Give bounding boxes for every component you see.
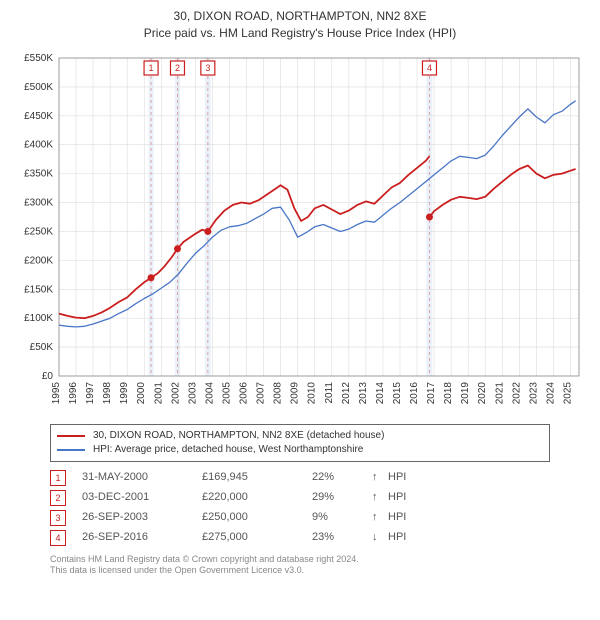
legend-label-subject: 30, DIXON ROAD, NORTHAMPTON, NN2 8XE (de… <box>93 430 384 441</box>
transaction-hpi-label: HPI <box>388 468 428 488</box>
footnote-line2: This data is licensed under the Open Gov… <box>50 565 590 577</box>
svg-text:2014: 2014 <box>375 381 386 404</box>
svg-text:1997: 1997 <box>85 381 96 404</box>
svg-text:2: 2 <box>175 63 180 73</box>
transaction-hpi-label: HPI <box>388 508 428 528</box>
title-line1: 30, DIXON ROAD, NORTHAMPTON, NN2 8XE <box>10 8 590 25</box>
footnote: Contains HM Land Registry data © Crown c… <box>50 554 590 577</box>
svg-text:£100K: £100K <box>24 313 53 324</box>
svg-text:1998: 1998 <box>102 381 113 404</box>
transaction-diff: 23% <box>312 528 372 548</box>
svg-text:£250K: £250K <box>24 226 53 237</box>
svg-text:1995: 1995 <box>51 381 62 404</box>
transaction-row: 4 26-SEP-2016 £275,000 23% ↓ HPI <box>50 528 590 548</box>
svg-text:2010: 2010 <box>307 381 318 404</box>
svg-text:£200K: £200K <box>24 255 53 266</box>
svg-text:4: 4 <box>427 63 432 73</box>
legend-swatch-subject <box>57 435 85 437</box>
transaction-row: 1 31-MAY-2000 £169,945 22% ↑ HPI <box>50 468 590 488</box>
svg-text:2020: 2020 <box>477 381 488 404</box>
chart: £0 £50K £100K £150K £200K £250K £300K £350K £400… <box>15 48 585 418</box>
svg-text:2001: 2001 <box>153 381 164 404</box>
svg-text:1999: 1999 <box>119 381 130 404</box>
legend-swatch-hpi <box>57 449 85 451</box>
svg-text:2022: 2022 <box>511 381 522 404</box>
svg-text:2018: 2018 <box>443 381 454 404</box>
svg-text:2016: 2016 <box>409 381 420 404</box>
transaction-table: 1 31-MAY-2000 £169,945 22% ↑ HPI 2 03-DE… <box>50 468 590 548</box>
svg-text:2023: 2023 <box>528 381 539 404</box>
legend-label-hpi: HPI: Average price, detached house, West… <box>93 444 363 455</box>
svg-text:2000: 2000 <box>136 381 147 404</box>
transaction-price: £169,945 <box>202 468 312 488</box>
svg-text:2019: 2019 <box>460 381 471 404</box>
svg-text:2002: 2002 <box>170 381 181 404</box>
svg-text:2003: 2003 <box>187 381 198 404</box>
arrow-down-icon: ↓ <box>372 528 388 548</box>
svg-text:2025: 2025 <box>562 381 573 404</box>
svg-text:2015: 2015 <box>392 381 403 404</box>
legend-item-hpi: HPI: Average price, detached house, West… <box>57 443 543 457</box>
transaction-marker: 1 <box>50 470 66 486</box>
footnote-line1: Contains HM Land Registry data © Crown c… <box>50 554 590 566</box>
transaction-diff: 9% <box>312 508 372 528</box>
transaction-diff: 22% <box>312 468 372 488</box>
svg-text:2009: 2009 <box>290 381 301 404</box>
transaction-marker: 3 <box>50 510 66 526</box>
svg-text:£300K: £300K <box>24 197 53 208</box>
transaction-price: £275,000 <box>202 528 312 548</box>
svg-text:£550K: £550K <box>24 53 53 64</box>
svg-text:£450K: £450K <box>24 110 53 121</box>
svg-text:2017: 2017 <box>426 381 437 404</box>
svg-text:3: 3 <box>205 63 210 73</box>
arrow-up-icon: ↑ <box>372 508 388 528</box>
svg-text:£350K: £350K <box>24 168 53 179</box>
transaction-date: 26-SEP-2003 <box>82 508 202 528</box>
svg-text:£150K: £150K <box>24 284 53 295</box>
transaction-price: £220,000 <box>202 488 312 508</box>
svg-text:1: 1 <box>149 63 154 73</box>
transaction-row: 2 03-DEC-2001 £220,000 29% ↑ HPI <box>50 488 590 508</box>
title-line2: Price paid vs. HM Land Registry's House … <box>10 25 590 42</box>
transaction-row: 3 26-SEP-2003 £250,000 9% ↑ HPI <box>50 508 590 528</box>
svg-text:2007: 2007 <box>256 381 267 404</box>
svg-text:£50K: £50K <box>30 342 54 353</box>
svg-text:2006: 2006 <box>239 381 250 404</box>
transaction-diff: 29% <box>312 488 372 508</box>
svg-text:£0: £0 <box>42 371 54 382</box>
transaction-hpi-label: HPI <box>388 528 428 548</box>
arrow-up-icon: ↑ <box>372 488 388 508</box>
chart-title: 30, DIXON ROAD, NORTHAMPTON, NN2 8XE Pri… <box>10 8 590 42</box>
svg-text:2012: 2012 <box>341 381 352 404</box>
svg-text:2021: 2021 <box>494 381 505 404</box>
arrow-up-icon: ↑ <box>372 468 388 488</box>
svg-text:2013: 2013 <box>358 381 369 404</box>
transaction-date: 03-DEC-2001 <box>82 488 202 508</box>
svg-text:£500K: £500K <box>24 82 53 93</box>
transaction-hpi-label: HPI <box>388 488 428 508</box>
svg-text:2004: 2004 <box>204 381 215 404</box>
chart-svg: £0 £50K £100K £150K £200K £250K £300K £350K £400… <box>15 48 585 418</box>
svg-text:£400K: £400K <box>24 139 53 150</box>
svg-text:2024: 2024 <box>545 381 556 404</box>
transaction-marker: 4 <box>50 530 66 546</box>
transaction-date: 26-SEP-2016 <box>82 528 202 548</box>
transaction-date: 31-MAY-2000 <box>82 468 202 488</box>
legend-item-subject: 30, DIXON ROAD, NORTHAMPTON, NN2 8XE (de… <box>57 429 543 443</box>
svg-text:2005: 2005 <box>221 381 232 404</box>
svg-text:1996: 1996 <box>68 381 79 404</box>
legend: 30, DIXON ROAD, NORTHAMPTON, NN2 8XE (de… <box>50 424 550 462</box>
svg-text:2011: 2011 <box>324 381 335 403</box>
transaction-price: £250,000 <box>202 508 312 528</box>
svg-text:2008: 2008 <box>273 381 284 404</box>
transaction-marker: 2 <box>50 490 66 506</box>
